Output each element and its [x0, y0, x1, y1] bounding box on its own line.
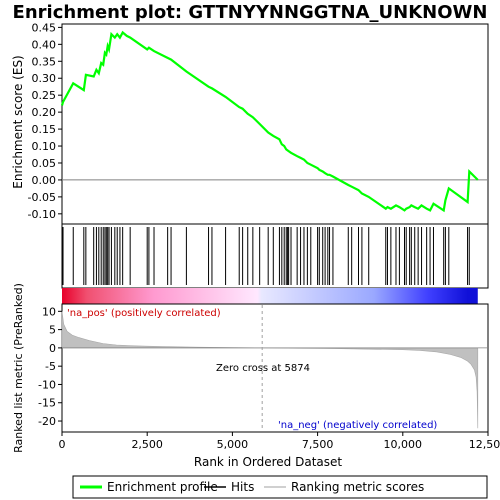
es-y-tick-label: 0.20 — [32, 106, 57, 119]
metric-y-tick-label: 0 — [49, 342, 56, 355]
x-tick-label: 12,500 — [469, 438, 500, 451]
es-y-tick-label: 0.45 — [32, 21, 57, 34]
es-y-tick-label: -0.10 — [28, 208, 56, 221]
es-y-tick-label: 0.05 — [32, 157, 57, 170]
legend-entry-label: Ranking metric scores — [291, 480, 424, 494]
hits-frame — [61, 223, 489, 289]
es-panel: -0.10 -0.05 0.00 0.05 0.10 0.15 0.20 0.25 0.30 0.… — [28, 21, 489, 225]
x-tick-label: 0 — [59, 438, 66, 451]
x-tick-label: 7,500 — [302, 438, 334, 451]
es-y-tick-label: 0.15 — [32, 123, 57, 136]
metric-y-tick-label: 5 — [49, 324, 56, 337]
es-y-axis-label: Enrichment score (ES) — [11, 55, 25, 188]
x-tick-label: 10,000 — [384, 438, 423, 451]
es-y-tick-label: -0.05 — [28, 191, 56, 204]
x-axis-label: Rank in Ordered Dataset — [194, 455, 342, 469]
legend-entry-label: Enrichment profile — [107, 480, 218, 494]
negative-correlation-label: 'na_neg' (negatively correlated) — [278, 420, 437, 431]
es-y-tick-label: 0.25 — [32, 89, 57, 102]
es-y-tick-label: 0.35 — [32, 55, 57, 68]
metric-plot-frame — [61, 303, 489, 433]
x-tick-label: 2,500 — [131, 438, 163, 451]
chart-title: Enrichment plot: GTTNYYNNGGTNA_UNKNOWN — [13, 2, 488, 23]
metric-y-axis-label: Ranked list metric (PreRanked) — [12, 283, 25, 453]
legend: Enrichment profile Hits Ranking metric sco… — [72, 475, 488, 499]
hits-panel — [61, 223, 489, 304]
es-y-tick-label: 0.40 — [32, 38, 57, 51]
positive-correlation-label: 'na_pos' (positively correlated) — [67, 308, 221, 319]
metric-y-tick-label: -5 — [45, 360, 56, 373]
x-tick-label: 5,000 — [217, 438, 249, 451]
es-y-tick-label: 0.30 — [32, 72, 57, 85]
metric-y-tick-label: 10 — [42, 305, 56, 318]
zero-cross-label: Zero cross at 5874 — [216, 363, 310, 374]
es-plot-frame — [61, 23, 489, 225]
metric-y-tick-label: -20 — [38, 415, 56, 428]
rank-color-bar — [62, 288, 478, 304]
es-y-tick-label: 0.00 — [32, 174, 57, 187]
es-y-tick-label: 0.10 — [32, 140, 57, 153]
metric-y-tick-label: -10 — [38, 378, 56, 391]
legend-entry-label: Hits — [231, 480, 254, 494]
enrichment-profile-line — [60, 30, 479, 213]
metric-y-tick-label: -15 — [38, 397, 56, 410]
ranking-metric-area — [61, 311, 479, 429]
